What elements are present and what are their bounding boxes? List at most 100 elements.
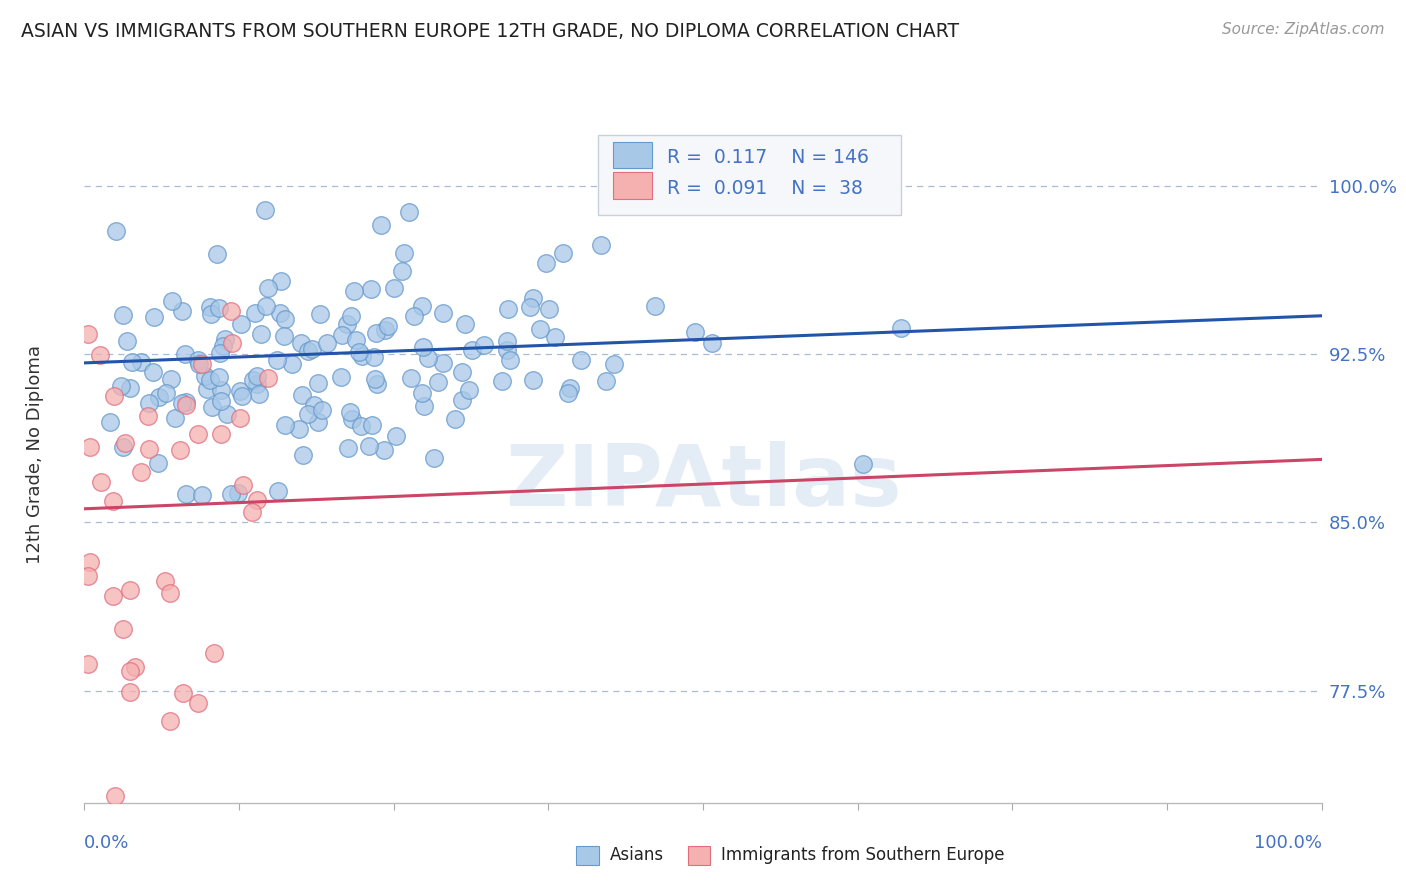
Point xyxy=(412,340,434,354)
Point xyxy=(496,343,519,358)
Point xyxy=(138,395,160,409)
Point xyxy=(217,407,239,421)
Point xyxy=(700,336,723,351)
Point xyxy=(146,456,169,470)
Point xyxy=(529,322,551,336)
Point xyxy=(297,344,319,359)
Point xyxy=(307,376,329,391)
Point xyxy=(79,555,101,569)
Point xyxy=(366,377,388,392)
Point xyxy=(288,422,311,436)
Point xyxy=(370,218,392,232)
Point xyxy=(343,284,366,298)
Point xyxy=(350,419,373,434)
Point xyxy=(246,376,269,391)
Point xyxy=(142,365,165,379)
Point xyxy=(451,365,474,379)
Point xyxy=(247,387,270,401)
Text: 100.0%: 100.0% xyxy=(1254,834,1322,852)
Point xyxy=(148,390,170,404)
Point xyxy=(187,696,209,710)
Point xyxy=(229,317,252,331)
Point xyxy=(281,357,304,371)
Point xyxy=(159,372,181,386)
Point xyxy=(302,398,325,412)
Point xyxy=(191,358,214,372)
Text: Source: ZipAtlas.com: Source: ZipAtlas.com xyxy=(1222,22,1385,37)
Point xyxy=(359,439,381,453)
Bar xyxy=(613,172,652,199)
Point xyxy=(209,427,232,442)
Point xyxy=(101,494,124,508)
Point xyxy=(382,280,405,294)
Point xyxy=(246,492,269,507)
Point xyxy=(399,370,422,384)
Point xyxy=(120,685,142,699)
Point xyxy=(364,372,387,386)
Point xyxy=(129,355,152,369)
Point xyxy=(461,343,484,357)
Point xyxy=(364,326,387,340)
Point xyxy=(273,312,295,326)
Text: R =  0.091    N =  38: R = 0.091 N = 38 xyxy=(666,179,863,198)
Point xyxy=(344,333,367,347)
Point xyxy=(174,398,197,412)
Bar xyxy=(598,135,901,215)
Point xyxy=(363,350,385,364)
Point xyxy=(170,396,193,410)
Point xyxy=(143,310,166,325)
Point xyxy=(591,238,613,252)
Point xyxy=(209,394,232,409)
Point xyxy=(118,381,141,395)
Point xyxy=(301,342,323,356)
Point xyxy=(200,373,222,387)
Text: R =  0.117    N = 146: R = 0.117 N = 146 xyxy=(666,148,869,168)
Point xyxy=(174,347,197,361)
Point xyxy=(595,375,617,389)
Point xyxy=(188,357,211,371)
Point xyxy=(187,352,209,367)
Point xyxy=(852,458,875,472)
Point xyxy=(254,299,277,313)
Point xyxy=(201,400,224,414)
Point xyxy=(404,309,426,323)
Point xyxy=(187,427,209,442)
Point xyxy=(269,306,291,320)
Point xyxy=(292,448,315,462)
Point xyxy=(98,416,121,430)
Point xyxy=(104,789,127,803)
Text: Asians: Asians xyxy=(610,847,664,864)
Point xyxy=(423,450,446,465)
Point xyxy=(129,465,152,479)
Point xyxy=(243,306,266,320)
Point xyxy=(416,351,439,365)
Point xyxy=(544,330,567,344)
Point xyxy=(174,394,197,409)
Point xyxy=(242,373,264,387)
Point xyxy=(198,300,221,314)
Point xyxy=(172,304,194,318)
Point xyxy=(89,348,111,362)
Point xyxy=(454,317,477,331)
Point xyxy=(551,245,574,260)
Point xyxy=(90,475,112,490)
Point xyxy=(683,325,706,339)
Point xyxy=(290,335,312,350)
Point xyxy=(274,417,297,432)
Point xyxy=(209,383,232,397)
Point xyxy=(316,336,339,351)
Point xyxy=(337,441,360,455)
Point xyxy=(336,317,359,331)
Point xyxy=(76,657,98,672)
Point xyxy=(194,368,217,383)
Point xyxy=(195,382,218,396)
Point xyxy=(291,387,314,401)
Text: 12th Grade, No Diploma: 12th Grade, No Diploma xyxy=(25,345,44,565)
Point xyxy=(111,308,134,322)
Point xyxy=(349,344,371,359)
Point xyxy=(458,384,481,398)
Point xyxy=(162,293,184,308)
Point xyxy=(266,353,288,368)
Point xyxy=(118,582,141,597)
Point xyxy=(246,368,269,383)
